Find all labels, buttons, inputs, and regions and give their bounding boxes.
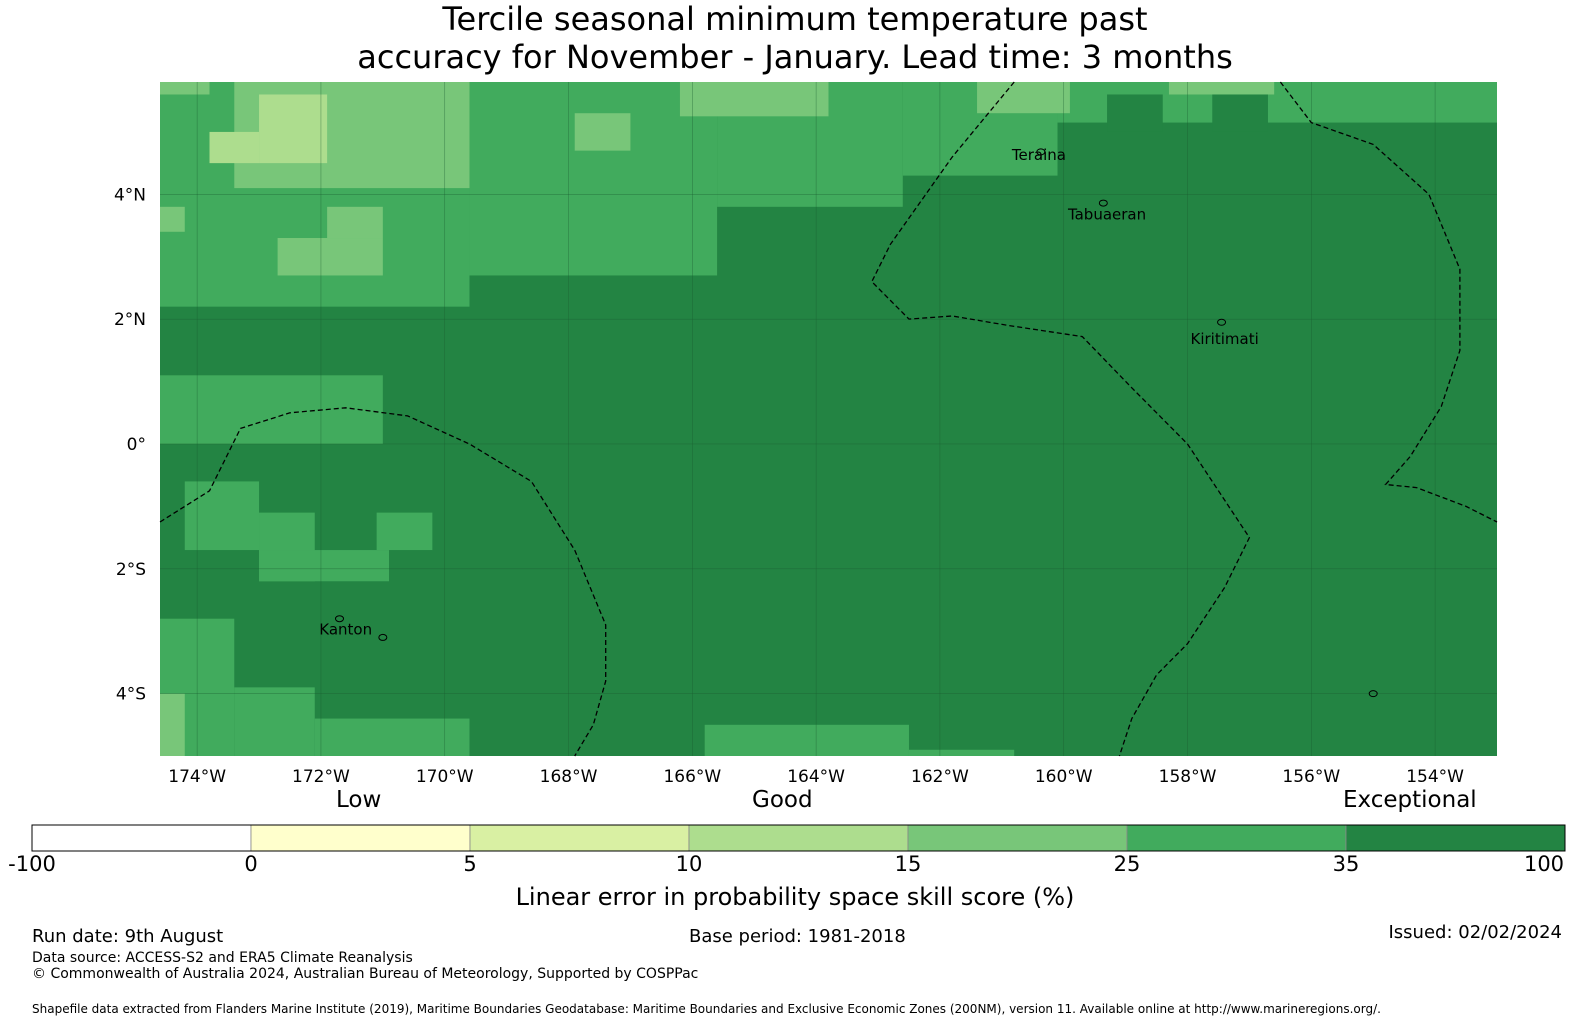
skill-cell (679, 82, 829, 117)
eez-boundary-line (159, 407, 607, 757)
eez-boundary-line (871, 81, 1251, 757)
skill-cell (209, 131, 260, 164)
lon-tick-label: 168°W (540, 767, 598, 787)
colorbar-tick: 100 (1523, 852, 1565, 876)
island-outlines (335, 148, 1378, 698)
skill-cell (234, 687, 315, 756)
eez-boundary-line (1279, 81, 1498, 523)
lon-tick-label: 156°W (1282, 767, 1340, 787)
skill-cell (184, 481, 260, 551)
issued-date: Issued: 02/02/2024 (1388, 922, 1562, 943)
colorbar-segment (1126, 824, 1347, 852)
skill-cell (327, 206, 383, 239)
colorbar-segment (469, 824, 690, 852)
skill-cell (314, 718, 470, 756)
skill-cell (376, 512, 433, 551)
skill-cell (160, 375, 383, 444)
category-good: Good (752, 787, 813, 813)
eez-boundaries (159, 81, 1498, 757)
colorbar-segment (907, 824, 1128, 852)
lat-tick-label: 4°N (114, 185, 146, 205)
place-label: Kanton (319, 620, 372, 638)
lat-tick-label: 2°N (114, 310, 146, 330)
lon-tick-label: 160°W (1035, 767, 1093, 787)
skill-cell (160, 82, 210, 95)
axis-labels: 174°W 172°W 170°W 168°W 166°W 164°W 162°W 160°W… (114, 185, 1464, 787)
colorbar-tick: 25 (1113, 852, 1141, 876)
lat-tick-label: 0° (127, 435, 146, 455)
title-line-1: Tercile seasonal minimum temperature pas… (442, 0, 1148, 38)
colorbar-frame (31, 824, 1566, 852)
island-outline (378, 633, 388, 641)
colorbar-segment (688, 824, 909, 852)
colorbar-segment (31, 824, 252, 852)
shapefile-credit: Shapefile data extracted from Flanders M… (32, 1002, 1381, 1016)
lon-tick-label: 166°W (663, 767, 721, 787)
lon-tick-label: 170°W (416, 767, 474, 787)
lat-tick-label: 4°S (116, 685, 146, 705)
skill-cell (277, 238, 383, 276)
skill-cell (704, 724, 909, 756)
colorbar-tick: 35 (1332, 852, 1360, 876)
skill-cell (977, 82, 1070, 114)
skill-cell (160, 693, 185, 756)
base-period: Base period: 1981-2018 (689, 926, 906, 947)
colorbar (31, 824, 1566, 852)
colorbar-tick: 10 (675, 852, 703, 876)
colorbar-tick: 5 (463, 852, 477, 876)
skill-cell (1212, 94, 1268, 132)
colorbar-tick: -100 (8, 852, 56, 876)
skill-cell (574, 113, 631, 151)
colorbar-tick: 15 (894, 852, 922, 876)
island-outline (335, 615, 345, 623)
place-label: Tabuaeran (1067, 205, 1146, 223)
lon-tick-label: 158°W (1159, 767, 1217, 787)
colorbar-segment (250, 824, 471, 852)
island-outline (1098, 199, 1108, 207)
skill-grid (160, 82, 1497, 756)
skill-cell (1168, 82, 1275, 95)
place-label: Teraina (1011, 146, 1066, 164)
title-line-2: accuracy for November - January. Lead ti… (357, 38, 1233, 76)
lon-tick-label: 162°W (911, 767, 969, 787)
colorbar-label: Linear error in probability space skill … (515, 883, 1075, 911)
chart-title: Tercile seasonal minimum temperature pas… (0, 0, 1590, 76)
lon-tick-label: 174°W (168, 767, 226, 787)
graticule (160, 82, 1497, 756)
skill-cell (259, 550, 390, 582)
skill-cell (1107, 94, 1163, 132)
lon-tick-label: 154°W (1406, 767, 1464, 787)
colorbar-tick: 0 (244, 852, 258, 876)
place-label: Kiritimati (1191, 330, 1259, 348)
colorbar-segment (1345, 824, 1566, 852)
category-low: Low (336, 787, 382, 813)
island-outline (1368, 690, 1378, 698)
data-source: Data source: ACCESS-S2 and ERA5 Climate … (32, 950, 413, 966)
skill-cell (908, 749, 1015, 756)
island-outline (1036, 148, 1046, 156)
skill-cell (160, 206, 185, 232)
skill-cell (259, 94, 328, 164)
place-labels: Teraina Tabuaeran Kiritimati Kanton (319, 146, 1259, 638)
run-date: Run date: 9th August (32, 926, 224, 947)
lon-tick-label: 172°W (292, 767, 350, 787)
copyright: © Commonwealth of Australia 2024, Austra… (32, 966, 699, 982)
category-exceptional: Exceptional (1343, 787, 1477, 813)
lon-tick-label: 164°W (787, 767, 845, 787)
lat-tick-label: 2°S (116, 560, 146, 580)
island-outline (1217, 318, 1227, 326)
